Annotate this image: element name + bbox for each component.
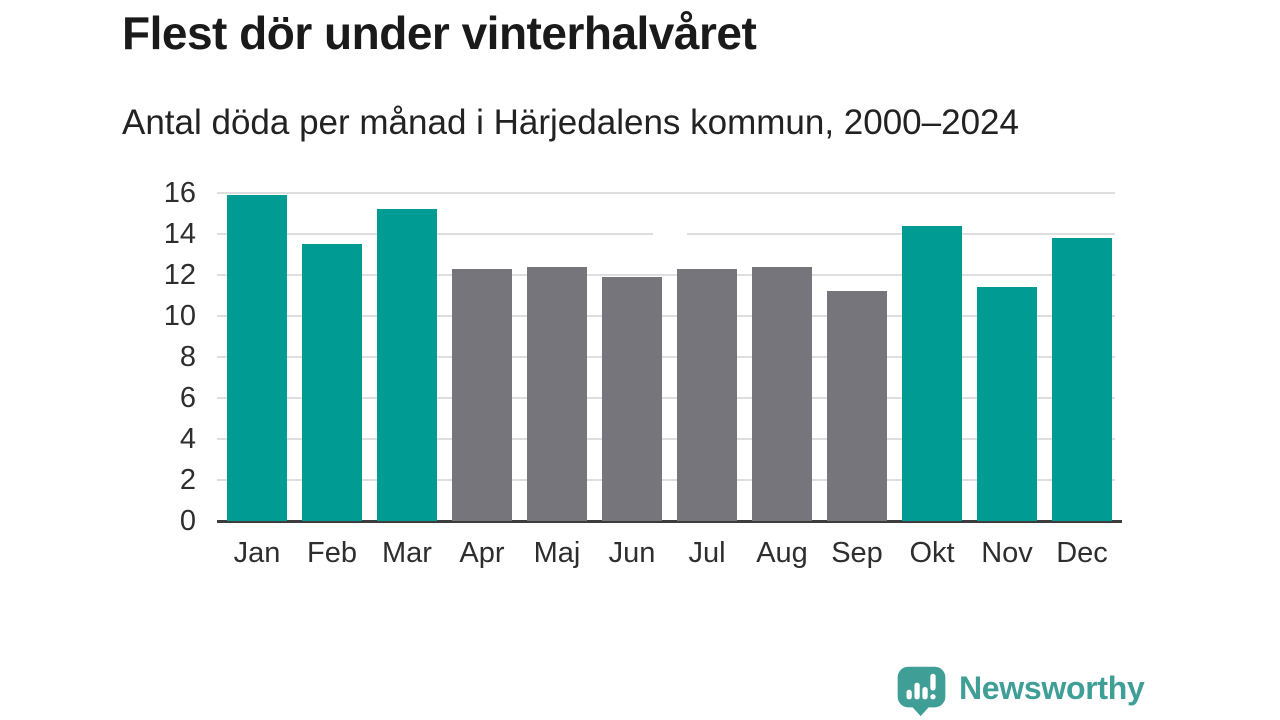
bar-aug bbox=[752, 266, 812, 521]
y-tick-label-14: 14 bbox=[163, 218, 196, 250]
x-tick-label-dec: Dec bbox=[1056, 537, 1108, 569]
y-tick-label-6: 6 bbox=[179, 382, 196, 414]
x-tick-label-nov: Nov bbox=[981, 537, 1033, 569]
bar-dec bbox=[1052, 238, 1112, 521]
x-tick-label-sep: Sep bbox=[831, 537, 883, 569]
bar-sep bbox=[827, 291, 887, 521]
y-tick-label-8: 8 bbox=[179, 341, 196, 373]
x-tick-label-mar: Mar bbox=[382, 537, 432, 569]
bar-jun bbox=[602, 277, 662, 521]
y-tick-label-0: 0 bbox=[179, 505, 196, 537]
gridline-y12 bbox=[217, 274, 1115, 276]
x-tick-label-okt: Okt bbox=[909, 537, 955, 569]
bar-okt bbox=[902, 225, 962, 521]
bar-feb bbox=[302, 244, 362, 521]
gridline-y10 bbox=[217, 315, 1115, 317]
gridline-gap-artifact bbox=[653, 231, 687, 237]
bar-maj bbox=[527, 266, 587, 521]
newsworthy-logo: Newsworthy bbox=[895, 663, 1145, 719]
y-tick-label-2: 2 bbox=[179, 464, 196, 496]
y-tick-label-4: 4 bbox=[179, 423, 196, 455]
gridline-y6 bbox=[217, 397, 1115, 399]
y-axis: 0 2 4 6 8 10 12 14 16 bbox=[108, 177, 196, 537]
x-tick-label-feb: Feb bbox=[307, 537, 357, 569]
gridline-y2 bbox=[217, 479, 1115, 481]
chart-title: Flest dör under vinterhalvåret bbox=[122, 7, 757, 59]
plot-area bbox=[217, 192, 1122, 523]
gridline-y16 bbox=[217, 192, 1115, 194]
x-axis-line bbox=[217, 520, 1122, 523]
x-tick-label-jun: Jun bbox=[608, 537, 656, 569]
bar-apr bbox=[452, 268, 512, 521]
bar-jan bbox=[227, 195, 287, 521]
bar-jul bbox=[677, 268, 737, 521]
y-tick-label-10: 10 bbox=[163, 300, 196, 332]
newsworthy-wordmark: Newsworthy bbox=[959, 670, 1145, 706]
bar-nov bbox=[977, 287, 1037, 521]
gridline-y4 bbox=[217, 438, 1115, 440]
gridline-y8 bbox=[217, 356, 1115, 358]
chart-subtitle: Antal döda per månad i Härjedalens kommu… bbox=[122, 103, 1019, 142]
y-tick-label-16: 16 bbox=[163, 177, 196, 209]
bar-chart-speech-bubble-icon bbox=[897, 666, 946, 717]
x-tick-label-jan: Jan bbox=[233, 537, 281, 569]
x-tick-label-aug: Aug bbox=[756, 537, 808, 569]
x-axis: Jan Feb Mar Apr Maj Jun Jul Aug Sep Okt Nov Dec bbox=[217, 535, 1122, 575]
x-tick-label-jul: Jul bbox=[688, 537, 726, 569]
x-tick-label-maj: Maj bbox=[533, 537, 581, 569]
y-tick-label-12: 12 bbox=[163, 259, 196, 291]
x-tick-label-apr: Apr bbox=[459, 537, 505, 569]
bar-mar bbox=[377, 209, 437, 521]
